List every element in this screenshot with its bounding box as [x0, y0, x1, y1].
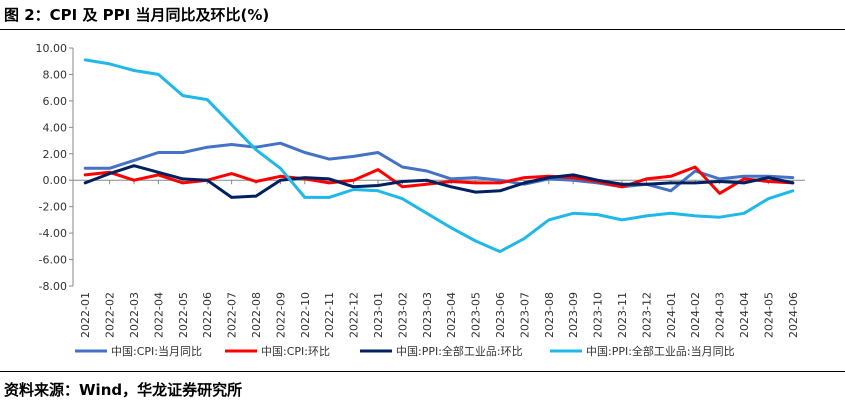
- x-tick-label: 2024-06: [787, 292, 800, 338]
- x-tick-label: 2023-10: [592, 292, 605, 338]
- x-tick-label: 2024-05: [762, 292, 775, 338]
- x-tick-label: 2022-08: [250, 292, 263, 338]
- x-tick-label: 2022-07: [226, 292, 239, 338]
- x-tick-label: 2023-06: [494, 292, 507, 338]
- y-tick-label: -6.00: [39, 254, 67, 267]
- x-tick-label: 2022-05: [177, 292, 190, 338]
- x-tick-label: 2023-04: [445, 292, 458, 338]
- figure-title: 图 2：CPI 及 PPI 当月同比及环比(%): [4, 6, 270, 24]
- source-rule: [0, 371, 845, 372]
- title-rule: [0, 29, 845, 30]
- x-tick-label: 2023-02: [396, 292, 409, 338]
- line-chart: -8.00 -6.00 -4.00 -2.00 0.00 2.00 4.00 6.00 8.00…: [36, 42, 805, 358]
- y-tick-label: 6.00: [43, 95, 68, 108]
- x-tick-label: 2022-02: [104, 292, 117, 338]
- x-tick-label: 2023-12: [640, 292, 653, 338]
- x-tick-label: 2022-12: [348, 292, 361, 338]
- x-tick-label: 2023-07: [518, 292, 531, 338]
- x-tick-label: 2022-01: [79, 292, 92, 338]
- x-tick-label: 2023-09: [567, 292, 580, 338]
- x-tick-label: 2022-06: [201, 292, 214, 338]
- x-tick-label: 2022-03: [128, 292, 141, 338]
- x-tick-label: 2022-09: [274, 292, 287, 338]
- series-line-3: [83, 164, 795, 199]
- x-tick-label: 2024-01: [665, 292, 678, 338]
- y-tick-label: 2.00: [43, 148, 68, 161]
- x-tick-label: 2023-03: [421, 292, 434, 338]
- x-tick-label: 2023-11: [616, 292, 629, 338]
- y-tick-label: -2.00: [39, 201, 67, 214]
- y-tick-label: 10.00: [36, 42, 68, 55]
- x-tick-label: 2022-04: [152, 292, 165, 338]
- x-tick-label: 2023-01: [372, 292, 385, 338]
- x-tick-label: 2022-10: [299, 292, 312, 338]
- legend-label-4: 中国:PPI:全部工业品:当月同比: [586, 344, 735, 358]
- source-note: 资料来源：Wind，华龙证券研究所: [4, 381, 243, 399]
- legend-label-2: 中国:CPI:环比: [261, 345, 330, 358]
- x-tick-label: 2023-05: [470, 292, 483, 338]
- legend-label-1: 中国:CPI:当月同比: [111, 344, 202, 358]
- x-tick-label: 2023-08: [543, 292, 556, 338]
- y-tick-label: 4.00: [43, 121, 68, 134]
- series-line-1: [83, 141, 795, 193]
- x-tick-label: 2024-03: [714, 292, 727, 338]
- x-tick-label: 2022-11: [323, 292, 336, 338]
- y-tick-label: 0.00: [43, 174, 68, 187]
- x-tick-label: 2024-04: [738, 292, 751, 338]
- y-tick-label: -4.00: [39, 227, 67, 240]
- x-tick-label: 2024-02: [689, 292, 702, 338]
- y-tick-label: -8.00: [39, 280, 67, 293]
- y-tick-label: 8.00: [43, 68, 68, 81]
- legend-label-3: 中国:PPI:全部工业品:环比: [396, 344, 523, 358]
- series-line-4: [83, 58, 795, 254]
